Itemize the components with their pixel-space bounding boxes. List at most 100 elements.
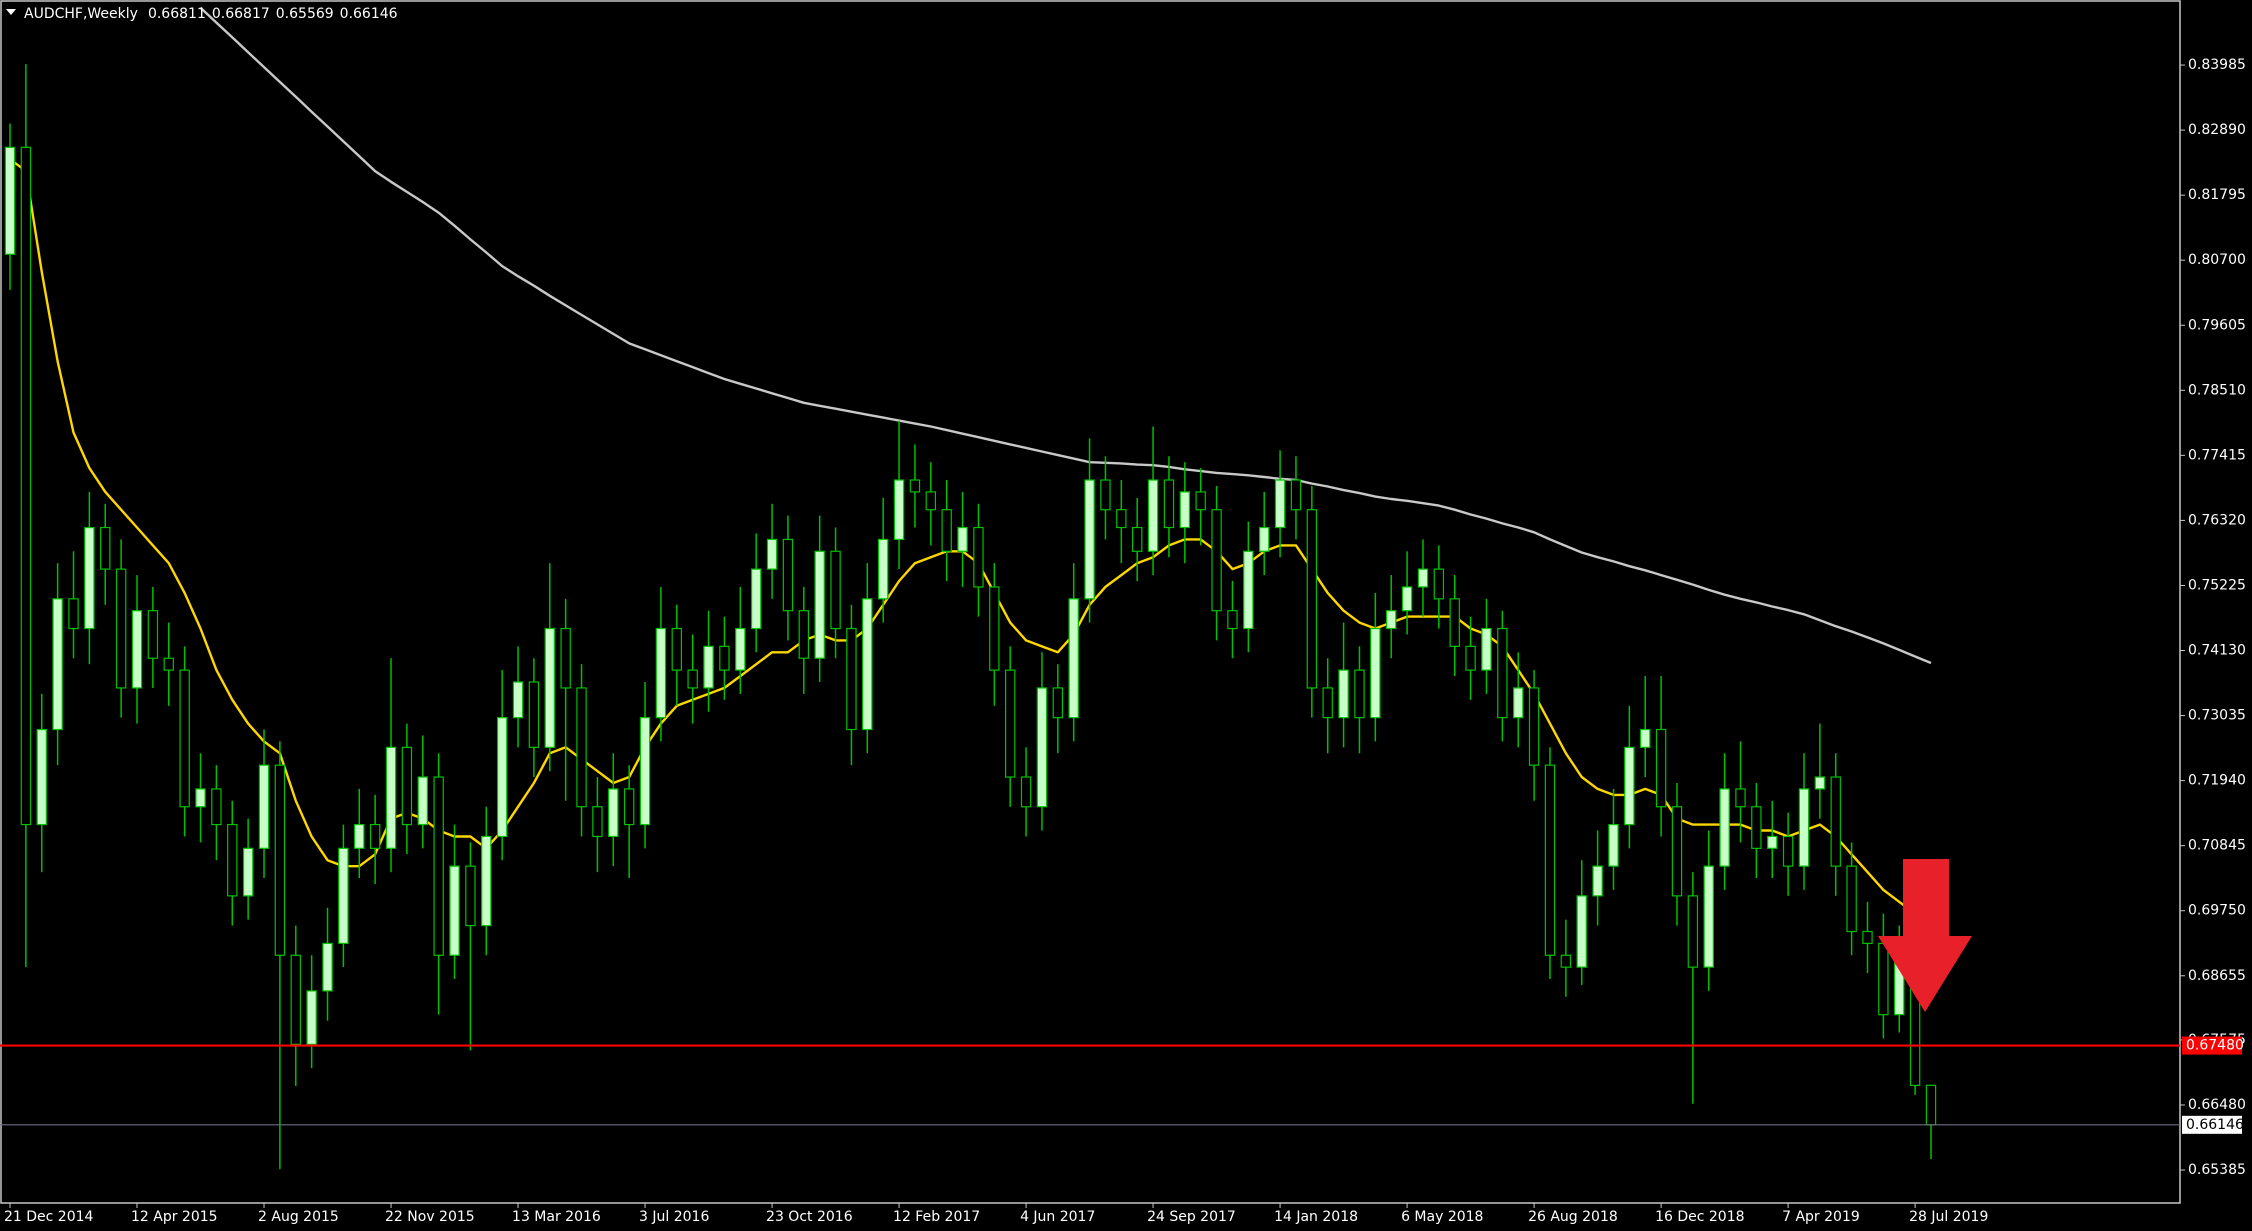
candle-body [131, 610, 143, 689]
candle-body [703, 645, 714, 689]
candle-body [1354, 669, 1365, 719]
candle-body [1290, 479, 1302, 511]
candle-body [258, 764, 270, 849]
candle-body [687, 669, 698, 689]
candle-body [1338, 669, 1349, 719]
x-tick-label: 12 Feb 2017 [893, 1209, 980, 1225]
candle-body [560, 627, 571, 689]
down-arrow [1878, 859, 1972, 1012]
candle-body [1131, 526, 1143, 552]
menu-triangle [6, 9, 16, 15]
last-open: 0.66811 [148, 6, 206, 22]
candle-body [1528, 687, 1540, 766]
candle-body [449, 865, 460, 956]
y-tick-label: 0.65385 [2188, 1162, 2246, 1178]
candle-body [4, 146, 16, 255]
y-tick-label: 0.80700 [2188, 252, 2246, 268]
candle-body [1814, 776, 1826, 790]
candle-body [608, 788, 619, 838]
x-tick-label: 24 Sep 2017 [1147, 1209, 1236, 1225]
candle-body [576, 687, 587, 808]
candle-body [592, 806, 603, 838]
x-tick-label: 7 Apr 2019 [1782, 1209, 1860, 1225]
candle-body [52, 598, 63, 731]
candle-body [862, 598, 873, 731]
candle-body [68, 598, 79, 630]
candle-body [1227, 610, 1238, 630]
candle-body [671, 627, 682, 671]
candle-body [1163, 479, 1175, 529]
y-tick-label: 0.71940 [2188, 773, 2246, 789]
candle-body [814, 550, 825, 659]
candle-body [290, 954, 301, 1045]
candle-body [274, 764, 286, 956]
candle-body [925, 491, 937, 511]
candle-body [941, 509, 952, 552]
candle-body [750, 568, 762, 630]
candle-body [1052, 687, 1064, 719]
candle-body [893, 479, 905, 541]
candle-body [1751, 806, 1762, 849]
x-tick-label: 13 Mar 2016 [512, 1209, 601, 1225]
candle-body [1703, 865, 1714, 968]
candle-body [465, 865, 476, 927]
candle-body [1640, 728, 1651, 748]
candle-body [1084, 479, 1095, 600]
candle-body [1401, 586, 1413, 612]
candle-body [1116, 509, 1127, 529]
candle-body [1624, 746, 1635, 826]
candle-body [179, 669, 190, 808]
y-tick-label: 0.69750 [2188, 903, 2246, 919]
candle-body [1211, 509, 1222, 612]
candle-body [401, 746, 413, 826]
candle-body [735, 627, 746, 671]
candle-body [909, 479, 921, 493]
candle-body [1798, 788, 1810, 867]
y-tick-label: 0.70845 [2188, 838, 2246, 854]
candle-body [481, 835, 492, 927]
candle-body [544, 627, 555, 748]
price-label: 0.66146 [2186, 1117, 2244, 1133]
y-tick-label: 0.82890 [2188, 122, 2246, 138]
x-tick-label: 14 Jan 2018 [1274, 1209, 1358, 1225]
chart-header: AUDCHF,Weekly 0.66811 0.66817 0.65569 0.6614… [24, 6, 398, 22]
x-tick-label: 28 Jul 2019 [1909, 1209, 1988, 1225]
y-tick-label: 0.66480 [2188, 1097, 2246, 1113]
candle-body [766, 538, 778, 570]
candle-body [1147, 479, 1159, 552]
y-tick-label: 0.83985 [2188, 57, 2246, 73]
candle-body [1274, 479, 1286, 529]
candle-body [512, 681, 524, 719]
x-tick-label: 23 Oct 2016 [766, 1209, 853, 1225]
candle-body [1592, 865, 1603, 897]
candle-body [655, 627, 667, 719]
candle-body [957, 526, 968, 552]
candle-body [623, 788, 635, 826]
moving-average-line [199, 6, 1932, 665]
candle-body [322, 942, 333, 992]
candle-body [798, 610, 810, 659]
candle-body [1560, 954, 1572, 968]
candle-body [1386, 610, 1397, 630]
candle-body [1020, 776, 1032, 808]
plot-area [4, 6, 1937, 1170]
candle-body [36, 728, 47, 826]
candle-body [1878, 942, 1889, 1016]
candle-body [528, 681, 540, 748]
candle-body [1243, 550, 1254, 630]
candle-body [338, 847, 349, 944]
candle-body [20, 146, 32, 826]
candle-body [1179, 491, 1191, 529]
candle-body [1068, 598, 1079, 719]
last-high: 0.66817 [212, 6, 270, 22]
candle-body [115, 568, 127, 689]
y-tick-label: 0.68655 [2188, 968, 2246, 984]
x-tick-label: 21 Dec 2014 [4, 1209, 94, 1225]
candle-body [830, 550, 841, 630]
candle-body [1497, 627, 1508, 719]
candle-body [433, 776, 444, 956]
candle-body [782, 538, 794, 612]
